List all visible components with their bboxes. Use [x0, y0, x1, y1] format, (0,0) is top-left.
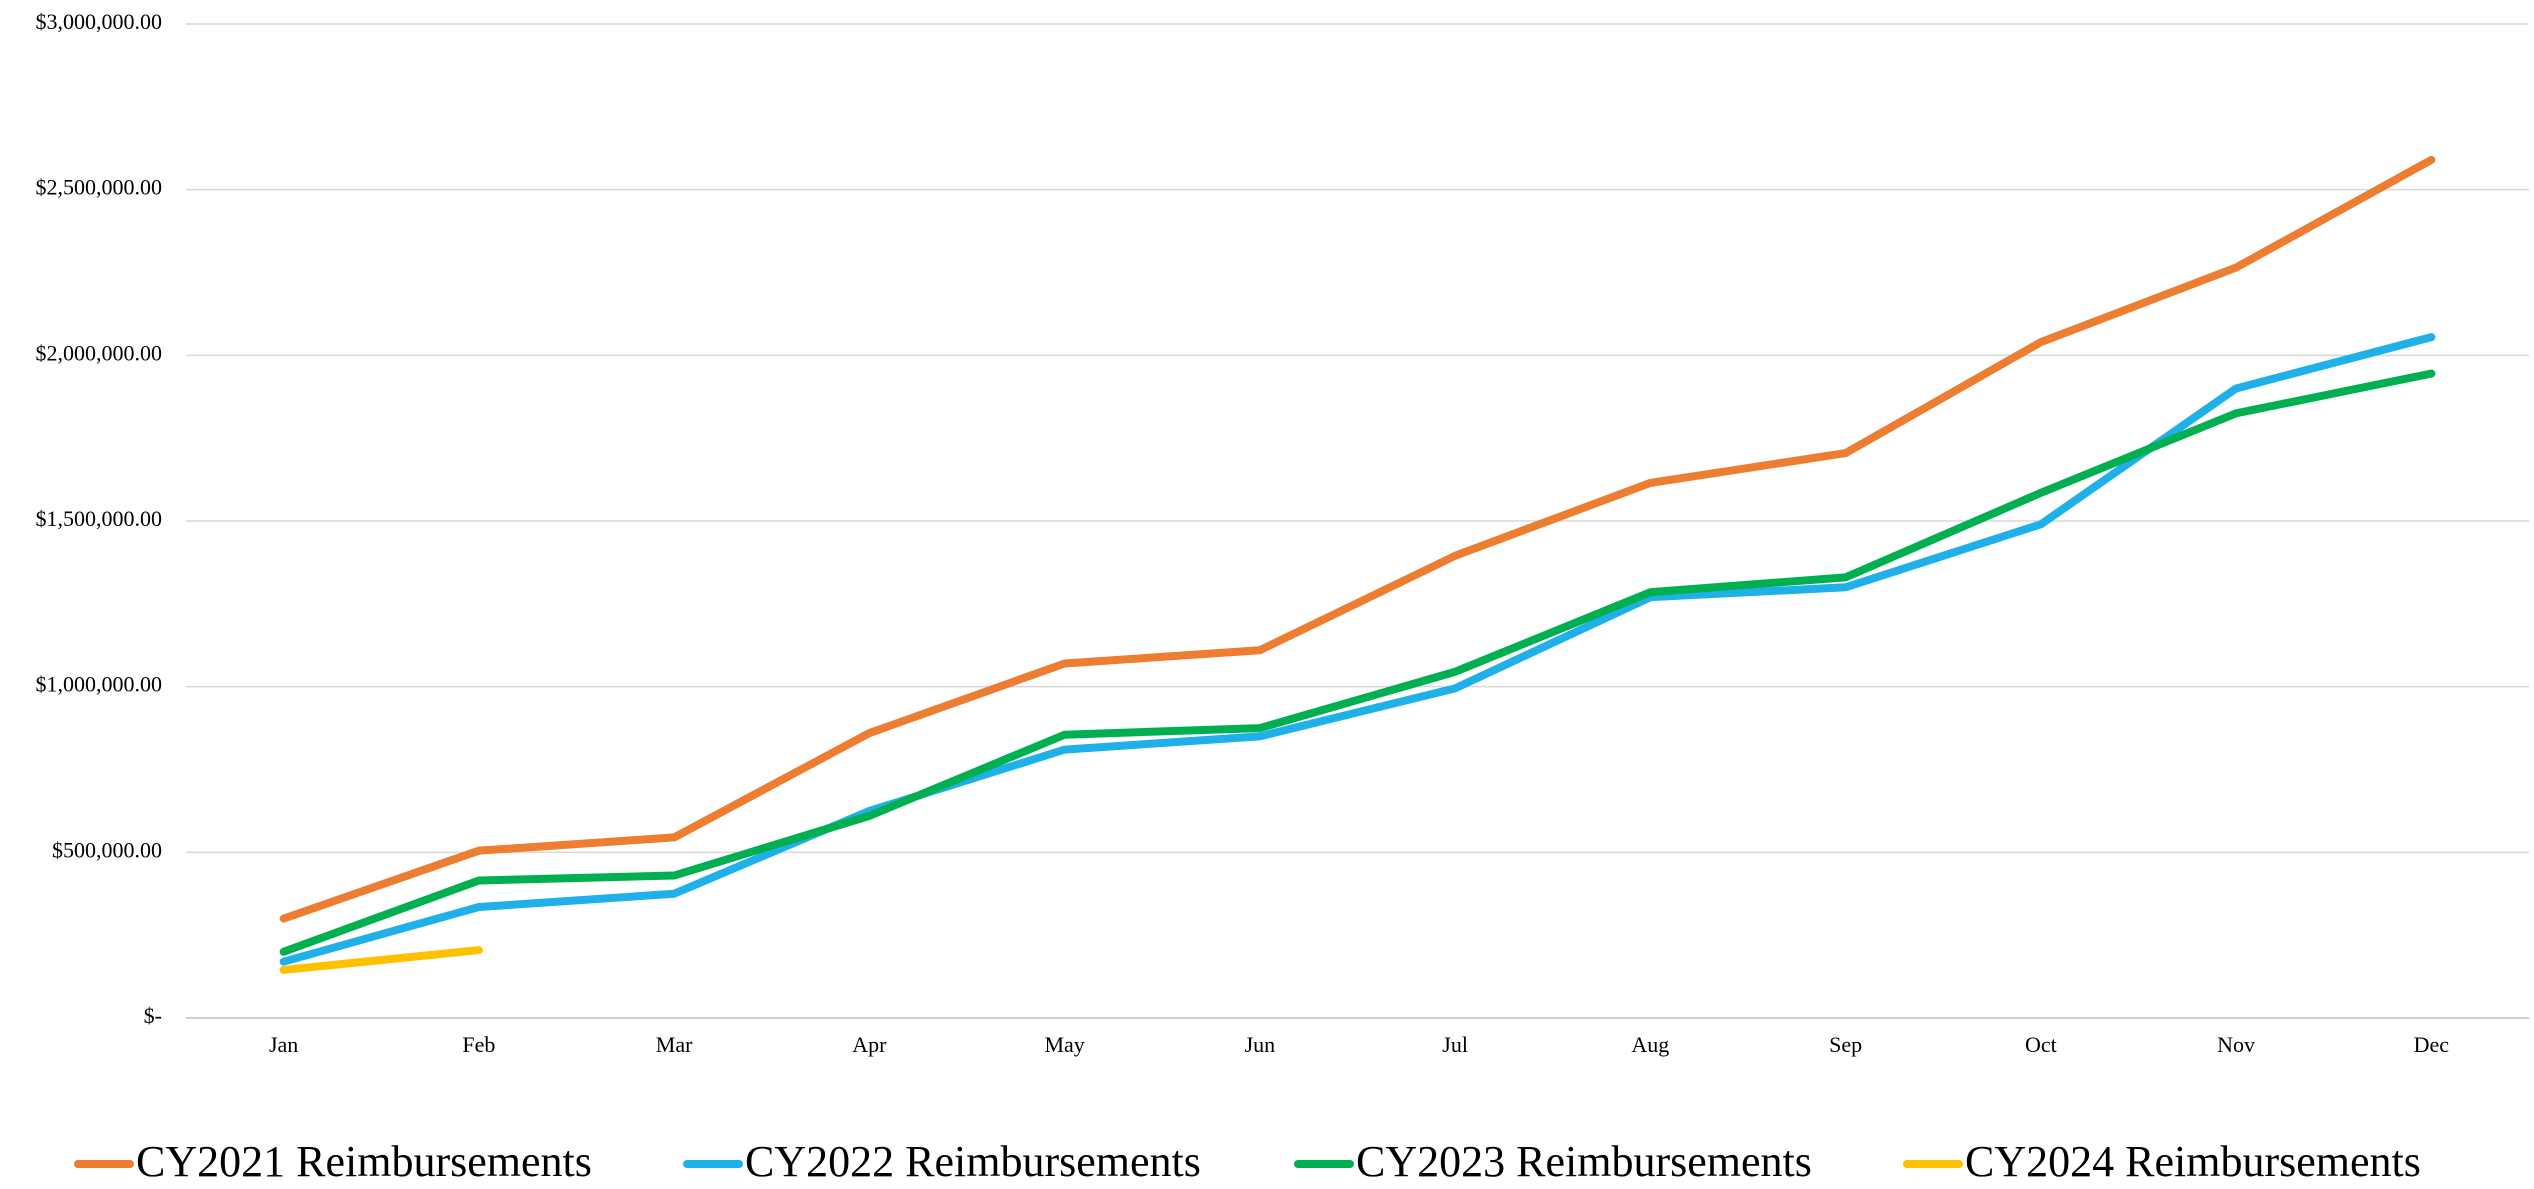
y-tick-label: $1,000,000.00 [36, 672, 163, 697]
x-tick-label: Jun [1245, 1032, 1276, 1057]
y-tick-label: $2,500,000.00 [36, 175, 163, 200]
x-tick-label: Jul [1442, 1032, 1468, 1057]
series-line [279, 333, 2436, 966]
legend-label: CY2023 Reimbursements [1356, 1137, 1812, 1186]
x-tick-label: May [1044, 1032, 1084, 1057]
series-line [279, 369, 2436, 956]
y-tick-label: $500,000.00 [52, 837, 162, 862]
legend-label: CY2024 Reimbursements [1965, 1137, 2421, 1186]
x-tick-label: Mar [656, 1032, 693, 1057]
x-tick-label: Dec [2414, 1032, 2450, 1057]
series-line [279, 155, 2436, 923]
y-tick-label: $2,000,000.00 [36, 340, 163, 365]
y-tick-label: $- [144, 1003, 162, 1028]
x-tick-label: Aug [1631, 1032, 1669, 1057]
x-tick-label: Jan [269, 1032, 298, 1057]
x-tick-label: Oct [2025, 1032, 2057, 1057]
y-tick-label: $1,500,000.00 [36, 506, 163, 531]
x-tick-label: Feb [462, 1032, 495, 1057]
legend-label: CY2021 Reimbursements [136, 1137, 592, 1186]
x-tick-label: Apr [852, 1032, 887, 1057]
series-line [279, 946, 483, 974]
x-tick-label: Sep [1829, 1032, 1862, 1057]
x-tick-label: Nov [2217, 1032, 2255, 1057]
y-tick-label: $3,000,000.00 [36, 9, 163, 34]
legend-label: CY2022 Reimbursements [745, 1137, 1201, 1186]
